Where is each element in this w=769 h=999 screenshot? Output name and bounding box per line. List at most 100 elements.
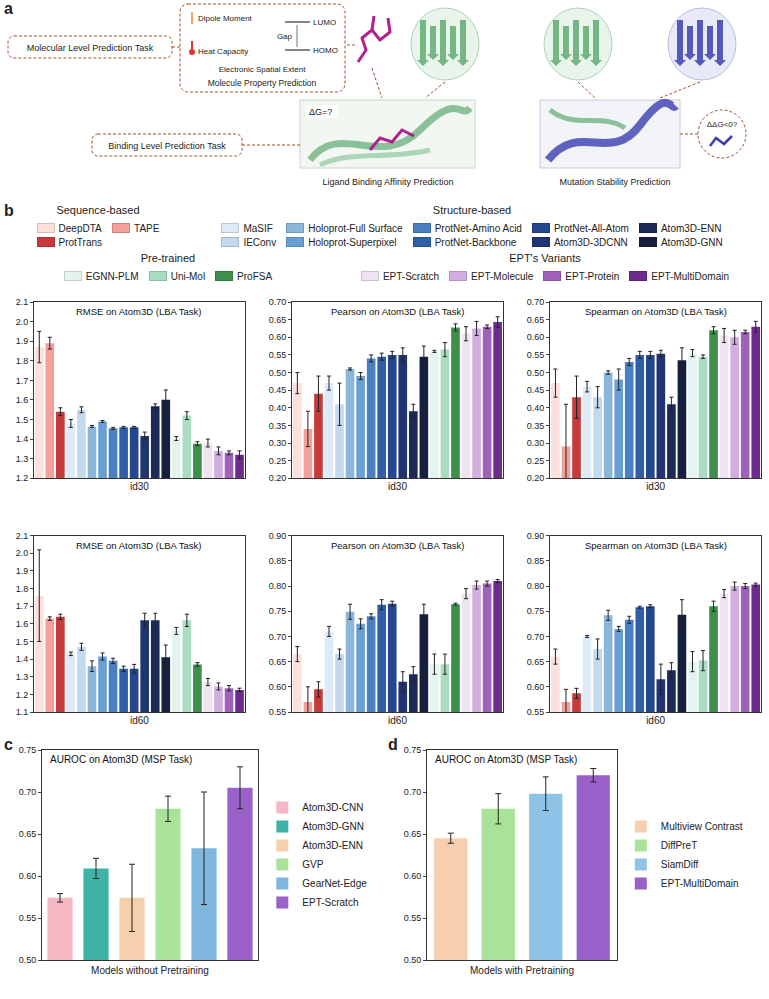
svg-text:1.6: 1.6: [16, 395, 29, 405]
svg-text:0.85: 0.85: [527, 556, 545, 566]
svg-text:GearNet-Edge: GearNet-Edge: [302, 878, 367, 889]
svg-text:RMSE on Atom3D (LBA Task): RMSE on Atom3D (LBA Task): [76, 306, 202, 317]
svg-text:0.60: 0.60: [19, 871, 37, 881]
svg-text:0.50: 0.50: [19, 955, 37, 965]
svg-text:1.6: 1.6: [16, 619, 29, 629]
svg-text:1.7: 1.7: [16, 601, 29, 611]
svg-text:0.25: 0.25: [527, 456, 545, 466]
svg-text:Models without Pretraining: Models without Pretraining: [91, 965, 209, 976]
svg-text:0.65: 0.65: [269, 315, 287, 325]
svg-text:0.65: 0.65: [19, 829, 37, 839]
svg-text:GVP: GVP: [302, 859, 323, 870]
svg-text:0.35: 0.35: [527, 421, 545, 431]
svg-text:0.70: 0.70: [527, 632, 545, 642]
svg-text:0.60: 0.60: [269, 332, 287, 342]
svg-text:0.45: 0.45: [527, 385, 545, 395]
svg-text:Molecule Property Prediction: Molecule Property Prediction: [208, 78, 317, 88]
svg-text:Mutation Stability Prediction: Mutation Stability Prediction: [559, 177, 670, 187]
svg-text:1.9: 1.9: [16, 566, 29, 576]
svg-text:0.50: 0.50: [404, 955, 422, 965]
svg-text:DiffPreT: DiffPreT: [661, 840, 698, 851]
svg-text:0.90: 0.90: [527, 531, 545, 541]
svg-text:HOMO: HOMO: [313, 46, 338, 55]
svg-text:SiamDiff: SiamDiff: [661, 859, 699, 870]
svg-text:0.35: 0.35: [269, 421, 287, 431]
svg-text:0.55: 0.55: [269, 707, 287, 717]
svg-text:0.50: 0.50: [527, 368, 545, 378]
svg-text:0.70: 0.70: [404, 787, 422, 797]
svg-text:Pearson on Atom3D (LBA Task): Pearson on Atom3D (LBA Task): [331, 306, 464, 317]
svg-text:1.4: 1.4: [16, 434, 29, 444]
svg-text:0.55: 0.55: [527, 350, 545, 360]
svg-text:2.0: 2.0: [16, 548, 29, 558]
svg-text:Pearson on Atom3D (LBA Task): Pearson on Atom3D (LBA Task): [331, 540, 464, 551]
svg-text:1.4: 1.4: [16, 654, 29, 664]
svg-text:Spearman on Atom3D (LBA Task): Spearman on Atom3D (LBA Task): [585, 306, 727, 317]
svg-text:Atom3D-GNN: Atom3D-GNN: [302, 821, 364, 832]
svg-text:0.75: 0.75: [404, 745, 422, 755]
svg-text:1.5: 1.5: [16, 637, 29, 647]
svg-text:0.75: 0.75: [19, 745, 37, 755]
svg-text:id30: id30: [130, 481, 149, 492]
svg-text:0.70: 0.70: [269, 297, 287, 307]
svg-text:0.90: 0.90: [269, 531, 287, 541]
svg-text:0.80: 0.80: [269, 581, 287, 591]
svg-text:1.3: 1.3: [16, 672, 29, 682]
svg-text:0.70: 0.70: [269, 632, 287, 642]
svg-text:0.55: 0.55: [527, 707, 545, 717]
svg-text:1.7: 1.7: [16, 376, 29, 386]
svg-text:Dipole Moment: Dipole Moment: [198, 14, 253, 23]
svg-text:0.55: 0.55: [404, 913, 422, 923]
svg-text:id60: id60: [130, 715, 149, 726]
svg-text:0.60: 0.60: [404, 871, 422, 881]
svg-text:ΔΔG<0?: ΔΔG<0?: [707, 120, 738, 129]
svg-text:Atom3D-CNN: Atom3D-CNN: [302, 802, 363, 813]
svg-text:id30: id30: [388, 481, 407, 492]
svg-text:0.75: 0.75: [269, 606, 287, 616]
svg-text:1.5: 1.5: [16, 415, 29, 425]
svg-text:0.55: 0.55: [269, 350, 287, 360]
svg-text:0.40: 0.40: [269, 403, 287, 413]
svg-text:2.1: 2.1: [16, 297, 29, 307]
svg-text:LUMO: LUMO: [313, 18, 336, 27]
svg-text:1.8: 1.8: [16, 584, 29, 594]
svg-text:0.65: 0.65: [269, 657, 287, 667]
svg-text:AUROC on Atom3D (MSP Task): AUROC on Atom3D (MSP Task): [435, 754, 577, 765]
svg-text:Spearman on Atom3D (LBA Task): Spearman on Atom3D (LBA Task): [585, 540, 727, 551]
svg-text:Gap: Gap: [277, 32, 293, 41]
svg-text:Multiview Contrast: Multiview Contrast: [661, 821, 743, 832]
svg-text:0.65: 0.65: [527, 315, 545, 325]
svg-text:id60: id60: [388, 715, 407, 726]
svg-text:1.8: 1.8: [16, 356, 29, 366]
svg-text:Molecular Level Prediction Tas: Molecular Level Prediction Task: [27, 43, 154, 53]
svg-text:0.30: 0.30: [269, 438, 287, 448]
svg-text:0.65: 0.65: [404, 829, 422, 839]
svg-text:0.65: 0.65: [527, 657, 545, 667]
svg-text:Heat Capacity: Heat Capacity: [198, 47, 248, 56]
svg-text:Binding Level Prediction Task: Binding Level Prediction Task: [108, 141, 226, 151]
svg-text:1.3: 1.3: [16, 454, 29, 464]
svg-text:0.30: 0.30: [527, 438, 545, 448]
svg-text:id60: id60: [646, 715, 665, 726]
svg-text:Ligand Binding Affinity Predic: Ligand Binding Affinity Prediction: [323, 177, 454, 187]
svg-text:1.2: 1.2: [16, 473, 29, 483]
svg-text:0.75: 0.75: [527, 606, 545, 616]
svg-text:0.70: 0.70: [19, 787, 37, 797]
svg-text:0.60: 0.60: [269, 682, 287, 692]
svg-text:0.60: 0.60: [527, 682, 545, 692]
svg-text:0.25: 0.25: [269, 456, 287, 466]
svg-text:0.50: 0.50: [269, 368, 287, 378]
svg-text:0.45: 0.45: [269, 385, 287, 395]
svg-text:EPT-MultiDomain: EPT-MultiDomain: [661, 878, 739, 889]
svg-text:0.20: 0.20: [527, 473, 545, 483]
svg-text:0.20: 0.20: [269, 473, 287, 483]
svg-text:id30: id30: [646, 481, 665, 492]
svg-text:Models with Pretraining: Models with Pretraining: [470, 965, 574, 976]
svg-text:2.0: 2.0: [16, 317, 29, 327]
svg-text:RMSE on Atom3D (LBA Task): RMSE on Atom3D (LBA Task): [76, 540, 202, 551]
svg-text:Atom3D-ENN: Atom3D-ENN: [302, 840, 363, 851]
svg-text:0.85: 0.85: [269, 556, 287, 566]
svg-text:0.60: 0.60: [527, 332, 545, 342]
svg-text:1.2: 1.2: [16, 690, 29, 700]
svg-text:0.80: 0.80: [527, 581, 545, 591]
